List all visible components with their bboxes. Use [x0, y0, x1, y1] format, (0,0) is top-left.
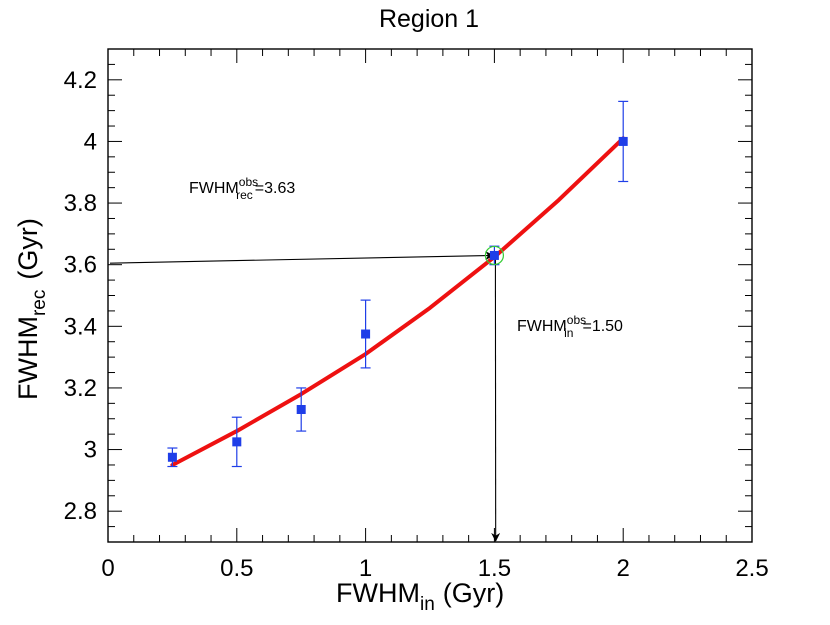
y-axis-label-unit: (Gyr) — [13, 218, 43, 279]
guide-arrows — [109, 251, 501, 542]
x-axis-tick-labels: 0 0.5 1 1.5 2 2.5 — [101, 555, 768, 582]
y-tick-label: 3.4 — [64, 313, 97, 340]
y-axis-label-main: FWHM — [13, 316, 43, 400]
y-tick-label: 3.6 — [64, 252, 97, 279]
data-point — [231, 416, 242, 468]
annotation-in-main: FWHM — [517, 318, 567, 335]
point-marker — [232, 437, 242, 447]
x-axis-label-unit: (Gyr) — [443, 578, 504, 608]
annotation-in-sub: in — [564, 326, 573, 340]
annotation-rec-obs: FWHMobs rec =3.63 — [189, 175, 295, 202]
annotation-in-obs: FWHMobs in =1.50 — [517, 313, 623, 340]
data-point — [167, 447, 178, 468]
point-marker — [618, 136, 628, 146]
x-tick-label: 0.5 — [220, 555, 253, 582]
annotation-rec-main: FWHM — [189, 180, 239, 197]
plot-frame — [107, 48, 753, 543]
x-axis-ticks — [107, 49, 753, 542]
annotation-rec-value: =3.63 — [255, 180, 296, 197]
point-marker — [361, 329, 371, 339]
x-tick-label: 1.5 — [478, 555, 511, 582]
y-axis-ticks — [108, 48, 752, 543]
y-axis-tick-labels: 2.8 3 3.2 3.4 3.6 3.8 4 4.2 — [64, 67, 97, 525]
data-points-layer — [167, 100, 629, 468]
data-point — [296, 387, 307, 432]
y-axis-label-sub: rec — [29, 290, 50, 316]
annotation-in-value: =1.50 — [582, 318, 623, 335]
y-tick-label: 3.2 — [64, 375, 97, 402]
plot-border — [107, 48, 753, 543]
x-axis-label: FWHMin (Gyr) — [336, 578, 504, 615]
y-axis-label: FWHMrec (Gyr) — [13, 218, 50, 400]
annotation-rec-sub: rec — [236, 188, 253, 202]
x-axis-label-sub: in — [420, 594, 435, 615]
y-tick-label: 3 — [84, 437, 97, 464]
x-tick-label: 2.5 — [735, 555, 768, 582]
annotation-in-sup: obs — [567, 313, 586, 327]
y-tick-label: 3.8 — [64, 190, 97, 217]
observed-point-marker — [484, 245, 504, 266]
chart-title: Region 1 — [379, 5, 479, 33]
point-marker — [296, 405, 306, 415]
y-tick-label: 2.8 — [64, 498, 97, 525]
arrow-to-curve — [109, 251, 495, 264]
data-point — [360, 299, 371, 369]
x-tick-label: 0 — [101, 555, 114, 582]
fit-curve-layer — [170, 136, 626, 467]
fit-curve — [170, 136, 626, 467]
annotation-rec-sup: obs — [239, 175, 258, 189]
x-tick-label: 1 — [359, 555, 372, 582]
point-marker — [489, 250, 499, 260]
y-tick-label: 4.2 — [64, 67, 97, 94]
data-point — [618, 100, 629, 183]
x-axis-label-main: FWHM — [336, 578, 420, 608]
point-marker — [167, 452, 177, 462]
x-tick-label: 2 — [617, 555, 630, 582]
y-tick-label: 4 — [84, 128, 97, 155]
